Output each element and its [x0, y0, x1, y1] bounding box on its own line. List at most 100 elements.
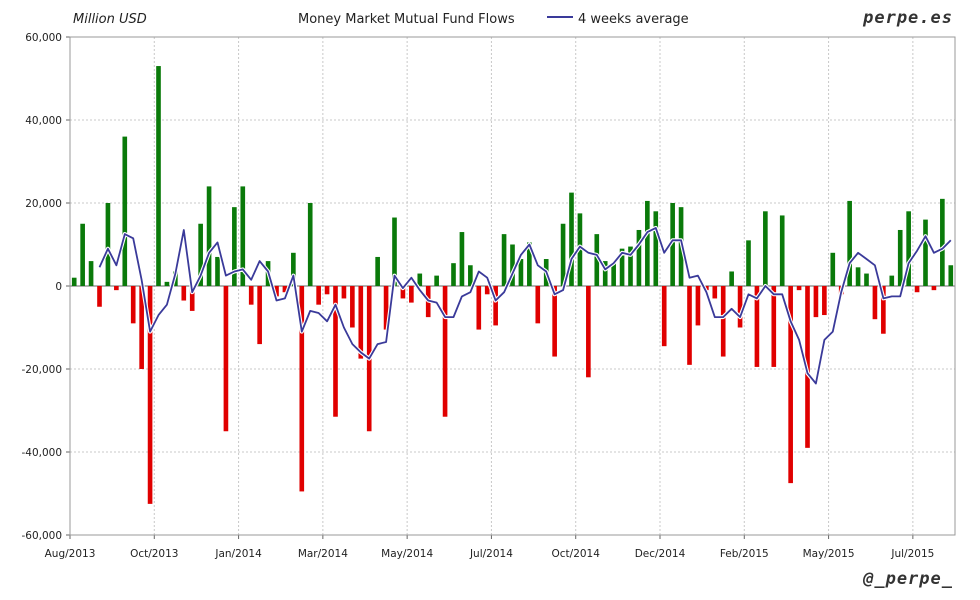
- bar-inflow: [763, 211, 768, 286]
- bar-inflow: [594, 234, 600, 286]
- bar-outflow: [333, 286, 338, 417]
- x-tick-label: Dec/2014: [635, 548, 686, 560]
- bar-inflow: [518, 259, 524, 286]
- x-tick-label: Jan/2014: [214, 548, 262, 560]
- plot-frame: [69, 36, 956, 536]
- bar-outflow: [324, 286, 330, 295]
- twitter-handle: @_perpe_: [862, 569, 953, 589]
- bar-inflow: [864, 273, 869, 286]
- bar-inflow: [164, 281, 170, 286]
- bar-outflow: [737, 286, 743, 328]
- bar-inflow: [923, 219, 928, 286]
- bar-outflow: [274, 286, 279, 297]
- bar-outflow: [872, 286, 878, 320]
- bar-outflow: [687, 286, 692, 365]
- bar-outflow: [484, 286, 490, 295]
- bar-outflow: [796, 286, 802, 291]
- bar-inflow: [71, 277, 77, 286]
- bar-inflow: [468, 265, 473, 286]
- bar-outflow: [712, 286, 718, 299]
- bar-inflow: [855, 267, 861, 286]
- bar-inflow: [122, 136, 128, 286]
- bar-inflow: [948, 265, 954, 286]
- bar-outflow: [400, 286, 406, 299]
- bar-outflow: [383, 286, 389, 330]
- bar-inflow: [602, 261, 608, 286]
- bar-inflow: [156, 66, 161, 286]
- y-tick-label: 20,000: [25, 198, 62, 210]
- bar-inflow: [569, 192, 574, 286]
- bar-inflow: [392, 217, 397, 286]
- bar-outflow: [316, 286, 321, 305]
- unit-label: Million USD: [73, 12, 147, 27]
- bar-inflow: [830, 252, 836, 286]
- bar-inflow: [779, 215, 785, 286]
- bar-outflow: [223, 286, 229, 432]
- bar-outflow: [442, 286, 448, 417]
- bar-outflow: [147, 286, 153, 504]
- bar-outflow: [822, 286, 827, 316]
- average-line: [98, 227, 952, 385]
- x-tick-label: Mar/2014: [298, 548, 348, 560]
- bar-inflow: [215, 256, 220, 286]
- bar-inflow: [889, 275, 895, 286]
- bar-inflow: [645, 200, 650, 286]
- bar-outflow: [130, 286, 136, 324]
- bar-inflow: [746, 240, 751, 286]
- bar-inflow: [451, 263, 456, 286]
- bar-outflow: [661, 286, 667, 347]
- bar-outflow: [248, 286, 254, 305]
- bar-inflow: [232, 207, 237, 286]
- bar-inflow: [847, 200, 852, 286]
- x-axis: Aug/2013 Oct/2013 Jan/2014 Mar/2014 May/2014…: [45, 535, 934, 560]
- y-tick-label: -60,000: [21, 530, 62, 542]
- bar-inflow: [88, 261, 94, 286]
- bar-outflow: [341, 286, 347, 299]
- y-tick-label: -40,000: [21, 447, 62, 459]
- x-tick-label: Jul/2015: [890, 548, 934, 560]
- bar-inflow: [619, 248, 625, 286]
- bar-outflow: [535, 286, 541, 324]
- bar-outflow: [931, 286, 937, 291]
- bar-inflow: [206, 186, 212, 286]
- x-tick-label: May/2015: [803, 548, 855, 560]
- bar-inflow: [636, 229, 642, 286]
- bar-outflow: [97, 286, 102, 307]
- bar-inflow: [510, 244, 515, 286]
- bar-inflow: [653, 211, 659, 286]
- x-tick-label: Oct/2014: [552, 548, 601, 560]
- bar-inflow: [906, 211, 911, 286]
- bar-outflow: [409, 286, 414, 303]
- y-axis: 60,000 40,000 20,000 0 -20,000 -40,000 -60,000: [21, 32, 70, 542]
- bar-inflow: [897, 229, 903, 286]
- bar-outflow: [189, 286, 195, 311]
- bar-outflow: [350, 286, 355, 328]
- bar-inflow: [240, 186, 246, 286]
- bar-inflow: [560, 223, 566, 286]
- y-tick-label: 40,000: [25, 115, 62, 127]
- bar-outflow: [358, 286, 364, 359]
- bar-inflow: [105, 203, 111, 286]
- bar-outflow: [914, 286, 920, 293]
- bar-outflow: [299, 286, 305, 492]
- bar-inflow: [417, 273, 423, 286]
- bar-inflow: [291, 252, 296, 286]
- y-tick-label: 60,000: [25, 32, 62, 44]
- bar-inflow: [198, 223, 203, 286]
- bar-inflow: [611, 263, 616, 286]
- bar-inflow: [628, 246, 633, 286]
- bar-inflow: [670, 203, 675, 286]
- bar-outflow: [788, 286, 793, 484]
- bar-outflow: [493, 286, 498, 326]
- bar-inflow: [307, 203, 313, 286]
- bar-outflow: [139, 286, 144, 369]
- bar-inflow: [434, 275, 439, 286]
- x-tick-label: Oct/2013: [130, 548, 178, 560]
- bar-inflow: [459, 232, 465, 286]
- x-tick-label: Feb/2015: [720, 548, 769, 560]
- bar-inflow: [80, 223, 85, 286]
- bar-outflow: [881, 286, 886, 334]
- x-tick-label: May/2014: [381, 548, 433, 560]
- bar-outflow: [552, 286, 557, 357]
- bar-inflow: [375, 256, 380, 286]
